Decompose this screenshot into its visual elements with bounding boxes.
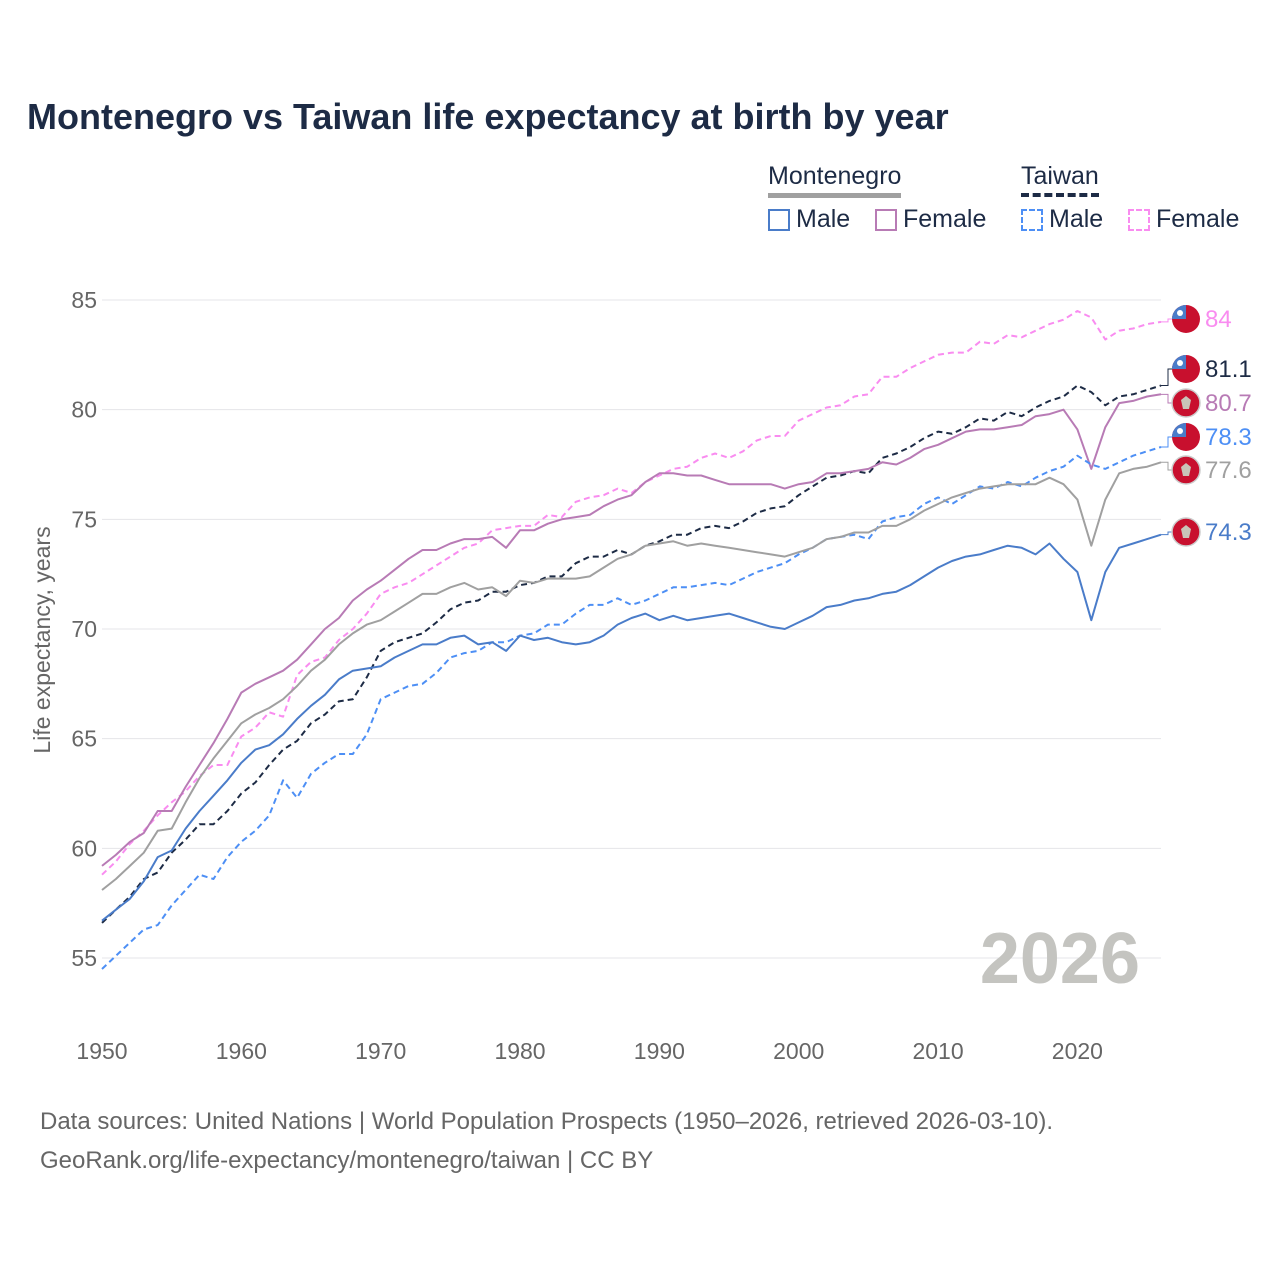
x-tick-label: 2010 <box>912 1038 963 1064</box>
footer-sources: Data sources: United Nations | World Pop… <box>40 1108 1054 1135</box>
legend-group-montenegro: Montenegro <box>768 162 902 198</box>
x-tick-label: 1960 <box>216 1038 267 1064</box>
legend-label: Female <box>903 205 987 233</box>
end-connector <box>1161 531 1172 536</box>
legend-item-montenegro-female[interactable]: Female <box>875 205 986 234</box>
y-tick-label: 65 <box>71 726 97 752</box>
legend-group-taiwan: Taiwan <box>1021 162 1099 197</box>
year-watermark: 2026 <box>980 919 1140 999</box>
end-connector <box>1161 461 1172 471</box>
legend-item-taiwan-female[interactable]: Female <box>1128 205 1239 234</box>
montenegro-flag-icon <box>1171 455 1201 485</box>
y-tick-label: 80 <box>71 397 97 423</box>
series-line-taiwan-female <box>101 310 1162 876</box>
legend-label: Female <box>1156 205 1240 233</box>
end-connector <box>1161 393 1172 404</box>
legend-swatch <box>875 208 897 231</box>
legend-swatch <box>1021 208 1043 231</box>
end-value-label: 78.3 <box>1205 424 1252 451</box>
legend-item-taiwan-male[interactable]: Male <box>1021 205 1103 234</box>
end-connector <box>1161 368 1172 387</box>
x-tick-label: 2020 <box>1052 1038 1103 1064</box>
end-value-label: 81.1 <box>1205 356 1252 383</box>
taiwan-flag-icon <box>1172 423 1200 451</box>
taiwan-flag-icon <box>1172 355 1200 383</box>
footer-link[interactable]: GeoRank.org/life-expectancy/montenegro/t… <box>40 1147 654 1174</box>
end-value-label: 80.7 <box>1205 390 1252 417</box>
series-line-montenegro <box>101 461 1162 891</box>
end-value-label: 84 <box>1205 306 1232 333</box>
legend-swatch <box>1128 208 1150 231</box>
y-tick-label: 60 <box>71 835 97 861</box>
end-connector <box>1161 436 1172 448</box>
x-tick-label: 1950 <box>76 1038 127 1064</box>
chart-title: Montenegro vs Taiwan life expectancy at … <box>27 96 949 137</box>
series-line-montenegro-female <box>101 393 1162 867</box>
y-tick-label: 75 <box>71 506 97 532</box>
legend-swatch <box>768 208 790 231</box>
montenegro-flag-icon <box>1171 517 1201 547</box>
series-line-montenegro-male <box>101 533 1162 922</box>
x-tick-label: 1990 <box>634 1038 685 1064</box>
x-tick-label: 2000 <box>773 1038 824 1064</box>
legend-label: Male <box>1049 205 1104 233</box>
taiwan-flag-icon <box>1172 305 1200 333</box>
end-value-label: 77.6 <box>1205 457 1252 484</box>
series-line-taiwan <box>101 384 1162 924</box>
y-tick-label: 85 <box>71 287 97 313</box>
x-tick-label: 1970 <box>355 1038 406 1064</box>
y-tick-label: 70 <box>71 616 97 642</box>
y-axis-label: Life expectancy, years <box>29 526 55 753</box>
end-connector <box>1161 318 1172 323</box>
legend-item-montenegro-male[interactable]: Male <box>768 205 850 234</box>
montenegro-flag-icon <box>1171 388 1201 418</box>
legend-label: Male <box>796 205 851 233</box>
series-line-taiwan-male <box>101 446 1162 970</box>
x-tick-label: 1980 <box>494 1038 545 1064</box>
end-value-label: 74.3 <box>1205 519 1252 546</box>
y-tick-label: 55 <box>71 945 97 971</box>
